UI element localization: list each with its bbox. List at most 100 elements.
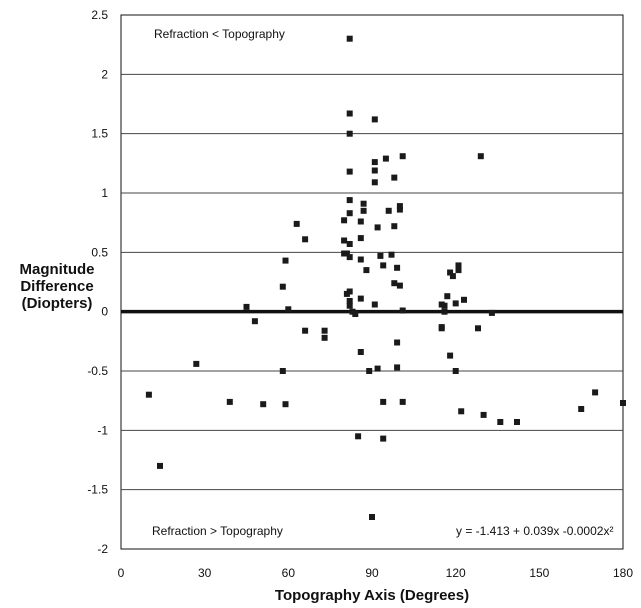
y-tick-label: 1.5 [91,127,108,141]
data-point [346,288,353,295]
data-point [388,251,395,258]
data-point [399,153,406,160]
y-tick-label: 0 [101,305,108,319]
data-point [360,207,367,214]
x-tick-labels: 0 30 60 90 120 150 180 [118,566,634,580]
data-point [394,264,401,271]
y-tick-label: -2 [97,542,108,556]
data-point [447,352,454,359]
data-point [449,273,456,280]
data-point [497,419,504,425]
data-point [346,130,353,137]
data-point [514,419,520,425]
data-point [357,218,364,225]
y-axis-title-line-1: Magnitude [20,261,95,278]
data-point [441,308,448,315]
data-point [346,210,353,217]
data-point [620,400,626,406]
data-point [357,256,364,263]
x-tick-label: 120 [446,566,466,580]
data-point [441,302,448,309]
data-point [458,408,465,415]
data-point [377,252,384,259]
data-point [385,207,392,214]
data-point [371,301,378,308]
x-axis-title: Topography Axis (Degrees) [275,587,469,604]
data-point [355,433,362,440]
y-axis-title-line-3: (Diopters) [22,295,93,312]
y-tick-labels: 2.5 2 1.5 1 0.5 0 -0.5 -1 -1.5 -2 [87,8,108,556]
y-tick-label: -1 [97,423,108,437]
data-point [396,206,403,213]
data-point [371,179,378,186]
data-point [380,262,387,269]
data-point [302,236,309,243]
x-tick-label: 0 [118,566,125,580]
data-point [243,303,250,310]
data-point [371,116,378,123]
y-tick-label: 0.5 [91,245,108,259]
data-point [346,168,353,175]
data-point [391,223,398,230]
data-point [396,282,403,289]
data-point [293,220,300,227]
data-point [382,155,389,162]
data-point [357,235,364,242]
data-point [193,360,200,367]
data-point [488,309,495,316]
regression-equation: y = -1.413 + 0.039x -0.0002x² [456,524,613,538]
data-point [366,368,373,374]
data-point [282,401,289,408]
data-point [346,298,353,304]
data-point [578,406,585,412]
x-tick-label: 150 [529,566,549,580]
data-point [357,295,364,302]
data-point [455,262,462,269]
x-tick-label: 180 [613,566,633,580]
data-point [369,514,375,520]
data-point [346,110,353,117]
data-point [480,411,487,418]
data-point [592,389,599,396]
data-point [447,269,454,276]
annotation-refraction-less: Refraction < Topography [154,27,285,41]
data-point [346,35,353,42]
y-axis-title-line-2: Difference [20,278,93,295]
data-point [391,174,398,181]
data-point [399,307,406,314]
plot-area [120,14,624,550]
data-point [399,398,406,405]
data-point [321,327,328,334]
data-point [145,391,152,398]
y-tick-label: 2.5 [91,8,108,22]
y-tick-label: -1.5 [87,483,108,497]
annotation-refraction-greater: Refraction > Topography [152,524,283,538]
data-point [438,325,445,332]
data-point [279,368,286,374]
data-point [475,325,481,332]
data-point [391,280,398,287]
data-point [352,311,359,317]
data-point [341,217,348,224]
data-point [357,349,364,355]
y-tick-label: -0.5 [87,364,108,378]
data-point [279,283,286,290]
data-point [461,296,467,303]
x-tick-label: 30 [198,566,212,580]
x-tick-label: 90 [365,566,379,580]
data-point [363,267,370,274]
data-point [321,334,328,341]
data-point [380,398,387,405]
data-point [346,241,353,247]
data-point [282,257,289,264]
data-point [452,300,459,307]
data-point [341,237,348,244]
data-point [452,368,459,374]
data-point [455,267,462,274]
data-point [251,318,258,325]
data-point [374,365,381,372]
data-point [477,153,484,160]
data-point [371,159,378,166]
data-point [444,293,451,300]
